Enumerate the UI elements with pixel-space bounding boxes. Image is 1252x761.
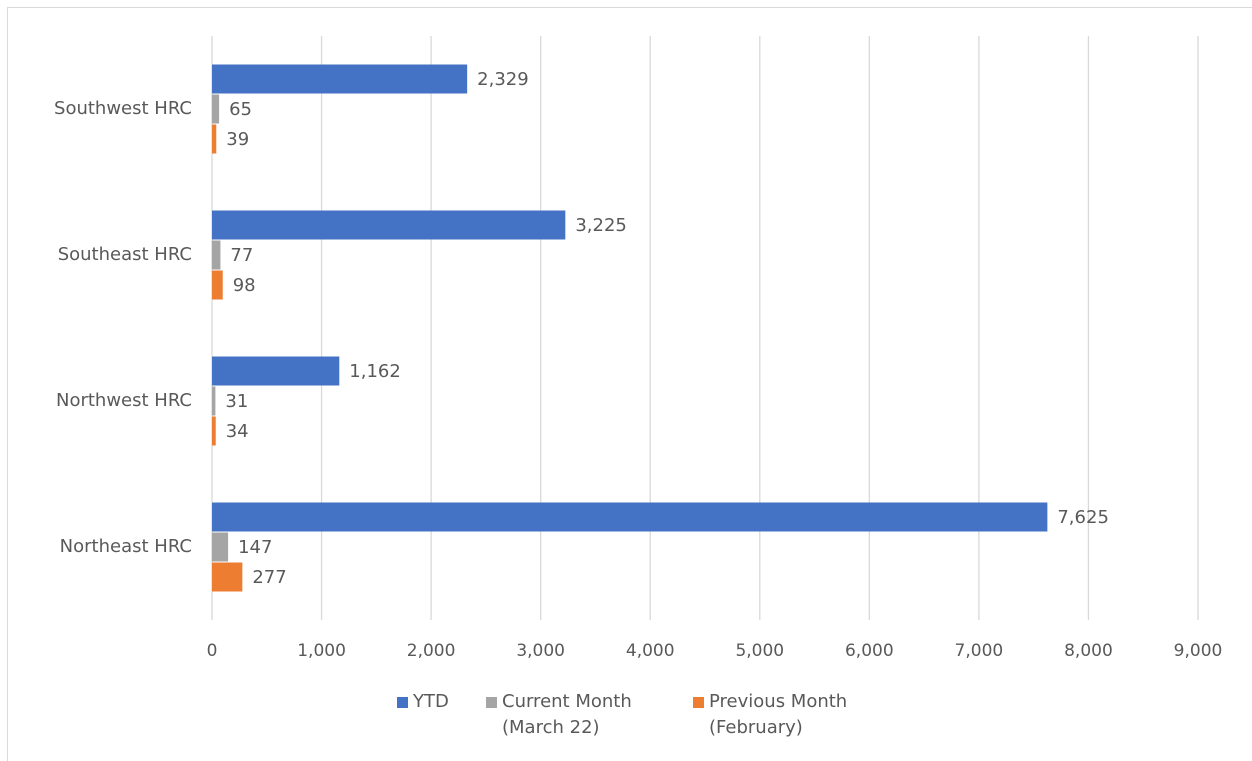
value-label: 65 xyxy=(229,99,252,120)
x-tick-label: 4,000 xyxy=(626,641,675,661)
bar xyxy=(212,386,216,416)
bar xyxy=(212,416,216,446)
bar xyxy=(212,562,243,592)
bar xyxy=(212,210,566,240)
legend-swatch xyxy=(486,697,497,708)
legend-swatch xyxy=(397,697,408,708)
chart-border xyxy=(7,7,1252,761)
value-label: 1,162 xyxy=(349,361,401,382)
value-label: 277 xyxy=(252,567,286,588)
value-label: 31 xyxy=(225,391,248,412)
x-tick-label: 9,000 xyxy=(1174,641,1223,661)
value-label: 98 xyxy=(233,275,256,296)
y-tick-label: Southeast HRC xyxy=(58,244,192,265)
legend-swatch xyxy=(693,697,704,708)
bar xyxy=(212,356,340,386)
value-label: 39 xyxy=(226,129,249,150)
x-tick-label: 5,000 xyxy=(735,641,784,661)
x-tick-label: 2,000 xyxy=(407,641,456,661)
x-tick-label: 7,000 xyxy=(955,641,1004,661)
value-label: 77 xyxy=(230,245,253,266)
bar xyxy=(212,270,223,300)
bar xyxy=(212,240,221,270)
bar xyxy=(212,94,220,124)
y-tick-label: Northwest HRC xyxy=(56,390,192,411)
bar xyxy=(212,532,229,562)
y-tick-label: Southwest HRC xyxy=(54,98,192,119)
legend-label: YTD xyxy=(413,691,449,712)
bar xyxy=(212,502,1048,532)
x-tick-label: 8,000 xyxy=(1064,641,1113,661)
value-label: 147 xyxy=(238,537,272,558)
bar xyxy=(212,124,217,154)
bar xyxy=(212,64,468,94)
value-label: 34 xyxy=(226,421,249,442)
x-tick-label: 0 xyxy=(207,641,218,661)
y-tick-label: Northeast HRC xyxy=(60,536,192,557)
legend-item: YTD xyxy=(397,689,473,715)
x-tick-label: 3,000 xyxy=(516,641,565,661)
legend-item: Previous Month (February) xyxy=(693,689,879,741)
x-tick-label: 6,000 xyxy=(845,641,894,661)
value-label: 7,625 xyxy=(1057,507,1109,528)
legend-item: Current Month (March 22) xyxy=(486,689,672,741)
value-label: 3,225 xyxy=(575,215,627,236)
legend-label: Current Month (March 22) xyxy=(502,691,632,738)
value-label: 2,329 xyxy=(477,69,529,90)
x-tick-label: 1,000 xyxy=(297,641,346,661)
legend-label: Previous Month (February) xyxy=(709,691,848,738)
